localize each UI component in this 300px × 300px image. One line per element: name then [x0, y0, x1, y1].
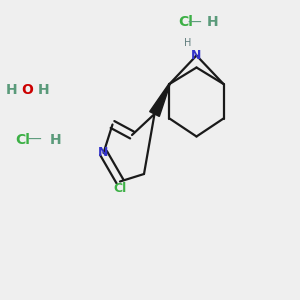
- Text: Cl: Cl: [15, 133, 30, 146]
- Text: H: H: [184, 38, 191, 49]
- Text: N: N: [191, 49, 202, 62]
- Polygon shape: [150, 84, 170, 116]
- Text: H: H: [50, 133, 61, 146]
- Text: H: H: [38, 83, 49, 97]
- Text: O: O: [21, 83, 33, 97]
- Text: —: —: [28, 133, 41, 146]
- Text: N: N: [98, 146, 109, 160]
- Text: Cl: Cl: [113, 182, 127, 196]
- Text: Cl: Cl: [178, 16, 194, 29]
- Text: —: —: [187, 16, 201, 29]
- Text: H: H: [6, 83, 18, 97]
- Text: H: H: [207, 16, 219, 29]
